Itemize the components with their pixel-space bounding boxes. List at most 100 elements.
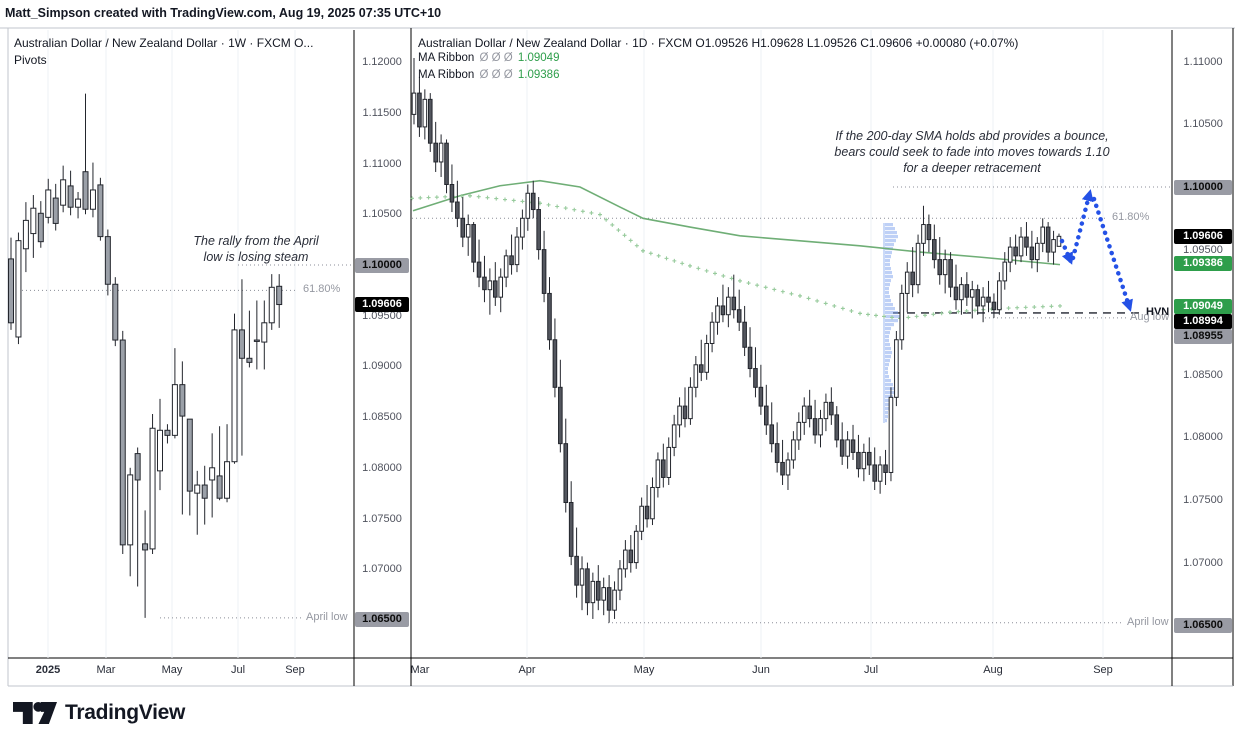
candle-body: [915, 242, 921, 286]
ma-dot: [628, 238, 633, 243]
candle-body: [704, 343, 709, 373]
candle-body: [633, 530, 639, 564]
candle-body: [536, 209, 541, 251]
candle-body: [758, 386, 764, 407]
ma-dot: [1006, 306, 1011, 311]
candle-body: [119, 339, 126, 546]
candle-body: [682, 405, 688, 420]
candle-body: [834, 414, 840, 441]
time-axis[interactable]: [8, 658, 1233, 686]
volume-profile-bar: [885, 239, 896, 243]
candle-body: [498, 276, 504, 298]
ma-dot: [485, 195, 490, 200]
ma-dot: [923, 313, 927, 318]
ma-ribbon-solid-line: [412, 179, 1061, 266]
candle-body: [899, 292, 905, 341]
ma-dot: [789, 291, 794, 296]
ma-dot: [520, 199, 525, 204]
x-axis-tick-Mar: Mar: [410, 664, 430, 676]
volume-profile-bar: [885, 331, 890, 335]
candle-body: [171, 384, 178, 436]
ma-dot: [494, 196, 499, 201]
volume-profile-bar: [885, 231, 897, 235]
daily-panel: [410, 30, 1172, 658]
candle-body: [455, 201, 460, 219]
candle-body: [520, 217, 525, 238]
candle-body: [579, 568, 585, 586]
candle-body: [932, 239, 937, 261]
candle-body: [601, 587, 607, 601]
candle-body: [552, 339, 558, 388]
ma-dot: [890, 315, 894, 320]
y-axis-tick: 1.09000: [362, 360, 402, 373]
candle-body: [612, 589, 617, 611]
ma-dot: [1023, 305, 1028, 310]
candle-body: [661, 459, 666, 478]
volume-profile-bar: [885, 355, 891, 359]
volume-profile-bar: [885, 403, 890, 407]
ma-dot: [1058, 303, 1062, 308]
candle-body: [937, 259, 943, 276]
candle-body: [709, 321, 715, 345]
candle-body: [980, 296, 986, 307]
tradingview-logo[interactable]: TradingView: [13, 701, 185, 725]
annotation-line: for a deeper retracement: [903, 161, 1041, 175]
volume-profile-bar: [885, 315, 901, 319]
volume-profile-bar: [885, 303, 893, 307]
candle-body: [866, 451, 872, 466]
candle-body: [693, 364, 699, 388]
level-label-fib-61.8: 61.80%: [303, 283, 341, 296]
candle-body: [15, 240, 22, 338]
ma-dot: [858, 311, 862, 316]
ma-dot: [1015, 305, 1020, 310]
volume-profile-bar: [885, 255, 891, 259]
candle-body: [157, 429, 163, 472]
candle-body: [991, 301, 997, 311]
right-price-axis[interactable]: [1174, 30, 1232, 658]
candle-body: [476, 261, 482, 278]
candle-body: [774, 443, 780, 463]
candle-body: [839, 439, 845, 457]
price-badge-1.09606: 1.09606: [355, 297, 409, 313]
vertical-gridlines: [526, 30, 1104, 658]
candle-body: [1024, 236, 1029, 248]
candle-body: [438, 142, 444, 163]
projection-arrow: [1059, 238, 1074, 265]
volume-profile-bar: [885, 339, 889, 343]
ma-dot: [973, 308, 977, 313]
x-axis-tick-May: May: [161, 664, 183, 676]
ma-dot: [634, 243, 639, 248]
candle-body: [845, 439, 850, 457]
daily-candlestick-series: [411, 58, 1062, 623]
candle-body: [67, 185, 74, 208]
ma-ribbon-row-1: MA Ribbon Ø Ø Ø 1.09049: [418, 52, 559, 64]
candle-body: [514, 236, 520, 266]
candle-body: [1035, 242, 1040, 261]
ma-dot: [511, 198, 516, 203]
volume-profile-bar: [885, 347, 891, 351]
volume-profile-bar: [885, 235, 898, 239]
volume-profile-bar: [885, 419, 887, 423]
candle-body: [134, 453, 141, 481]
volume-profile-bar: [885, 263, 890, 267]
volume-profile-bar: [885, 327, 891, 331]
y-axis-tick: 1.12000: [362, 56, 402, 69]
candle-body: [764, 405, 769, 426]
candle-body: [525, 192, 531, 219]
level-label-aug-low: Aug low: [1130, 310, 1170, 323]
candle-body: [883, 464, 888, 473]
ma-ribbon-row-2: MA Ribbon Ø Ø Ø 1.09386: [418, 69, 559, 81]
candle-body: [142, 543, 149, 551]
candle-body: [97, 184, 104, 238]
candle-body: [742, 321, 747, 348]
ma-dot: [956, 309, 961, 314]
x-axis-tick-Sep: Sep: [285, 664, 305, 676]
candle-body: [112, 283, 119, 341]
candle-body: [769, 424, 775, 445]
ma-dot: [648, 251, 653, 256]
candle-body: [411, 92, 417, 115]
candle-body: [82, 171, 89, 210]
ma-ribbon-label: MA Ribbon: [418, 52, 475, 64]
left-price-axis[interactable]: [355, 30, 409, 658]
